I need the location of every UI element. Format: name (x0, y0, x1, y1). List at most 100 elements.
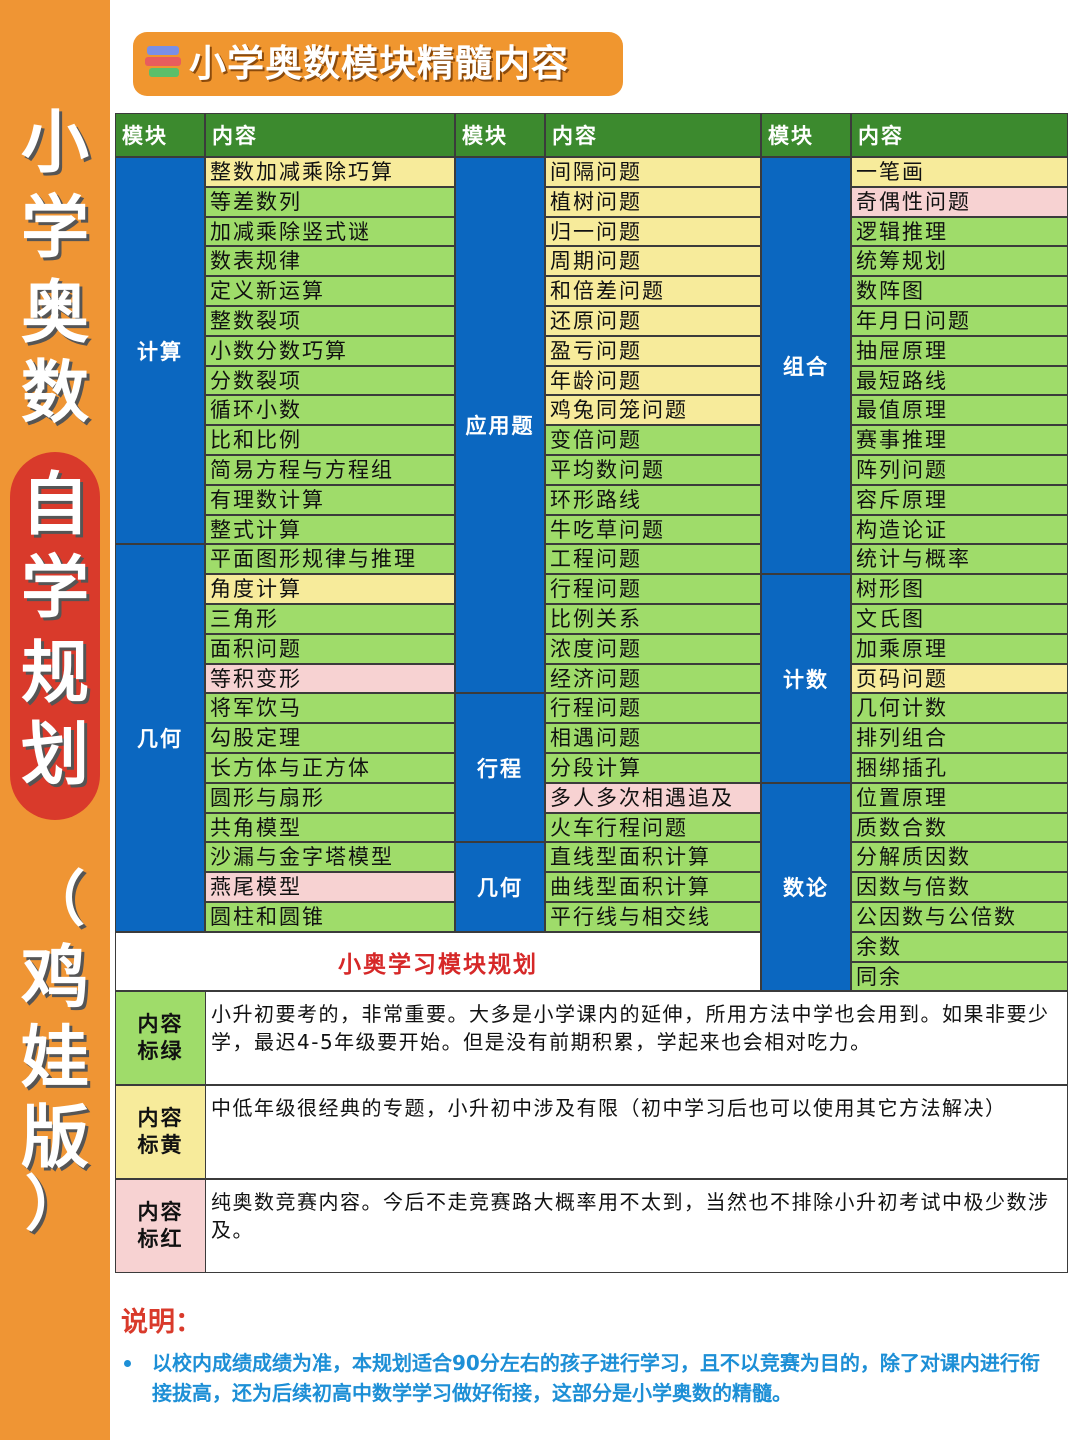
topic-cell: 构造论证 (851, 515, 1068, 544)
topic-cell: 公因数与公倍数 (851, 902, 1068, 932)
topic-cell: 小数分数巧算 (205, 336, 455, 366)
sidebar-char: 自 (20, 466, 89, 545)
legend-label: 内容标绿 (115, 991, 206, 1085)
topic-cell: 最值原理 (851, 395, 1068, 425)
module-cell: 应用题 (455, 157, 545, 693)
topic-cell: 勾股定理 (205, 723, 455, 753)
module-cell: 组合 (761, 157, 851, 574)
topic-cell: 沙漏与金字塔模型 (205, 842, 455, 872)
sidebar-char: 鸡 (20, 939, 89, 1018)
topic-cell: 整数裂项 (205, 306, 455, 336)
topic-cell: 平面图形规律与推理 (205, 544, 455, 574)
topic-cell: 年月日问题 (851, 306, 1068, 336)
module-table: 模块 内容 计算 几何 整数加减乘除巧算 等差数列 加减乘除竖式谜 数表规律 定义新运算 整数裂项… (115, 113, 1068, 1274)
topic-cell: 盈亏问题 (545, 336, 761, 366)
module-cell: 行程 (455, 693, 545, 842)
topic-cell: 余数 (851, 932, 1068, 962)
legend-label-text: 内容标红 (137, 1200, 184, 1251)
books-icon (145, 46, 183, 84)
header-content: 内容 (545, 113, 761, 157)
topic-cell: 定义新运算 (205, 276, 455, 306)
topic-cell: 浓度问题 (545, 634, 761, 664)
bullet-icon (124, 1360, 131, 1367)
topic-cell: 三角形 (205, 604, 455, 634)
module-cell: 几何 (115, 544, 205, 932)
topic-cell: 变倍问题 (545, 425, 761, 455)
note-text: 以校内成绩成绩为准，本规划适合90分左右的孩子进行学习，且不以竞赛为目的，除了对… (152, 1351, 1040, 1405)
title-banner: 小学奥数模块精髓内容 (133, 32, 623, 96)
topic-cell: 圆柱和圆锥 (205, 902, 455, 932)
topic-cell: 工程问题 (545, 544, 761, 574)
header-module: 模块 (455, 113, 545, 157)
topic-cell: 和倍差问题 (545, 276, 761, 306)
sidebar-char: 小 (20, 104, 89, 183)
topic-cell: 文氏图 (851, 604, 1068, 634)
topic-cell: 年龄问题 (545, 366, 761, 395)
module-cell: 几何 (455, 842, 545, 932)
legend-text: 中低年级很经典的专题，小升初中涉及有限（初中学习后也可以使用其它方法解决） (205, 1085, 1068, 1179)
topic-cell: 统计与概率 (851, 544, 1068, 574)
topic-cell: 逻辑推理 (851, 217, 1068, 246)
topic-cell: 平行线与相交线 (545, 902, 761, 932)
topic-cell: 分解质因数 (851, 842, 1068, 872)
topic-cell: 分数裂项 (205, 366, 455, 395)
topic-cell: 鸡兔同笼问题 (545, 395, 761, 425)
topic-cell: 因数与倍数 (851, 872, 1068, 902)
sidebar-char: 版 (20, 1099, 89, 1178)
topic-cell: 一笔画 (851, 157, 1068, 187)
topic-cell: 间隔问题 (545, 157, 761, 187)
topic-cell: 相遇问题 (545, 723, 761, 753)
topic-cell: 环形路线 (545, 485, 761, 515)
legend-text: 纯奥数竞赛内容。今后不走竞赛路大概率用不太到，当然也不排除小升初考试中极少数涉及… (205, 1179, 1068, 1273)
topic-cell: 整式计算 (205, 515, 455, 544)
topic-cell: 加乘原理 (851, 634, 1068, 664)
topic-cell: 质数合数 (851, 813, 1068, 842)
legend-label-text: 内容标黄 (137, 1106, 184, 1157)
sidebar-char: 数 (20, 354, 89, 433)
topic-cell: 牛吃草问题 (545, 515, 761, 544)
topic-cell: 加减乘除竖式谜 (205, 217, 455, 246)
topic-cell: 归一问题 (545, 217, 761, 246)
topic-cell: 还原问题 (545, 306, 761, 336)
topic-cell: 页码问题 (851, 664, 1068, 693)
sidebar-char: 学 (20, 189, 89, 268)
topic-cell: 等差数列 (205, 187, 455, 217)
topic-cell: 赛事推理 (851, 425, 1068, 455)
page-title: 小学奥数模块精髓内容 (189, 42, 569, 85)
sidebar: 小学奥数自学规划（鸡娃版） (0, 0, 110, 1440)
header-content: 内容 (205, 113, 455, 157)
header-module: 模块 (761, 113, 851, 157)
module-cell: 计算 (115, 157, 205, 544)
topic-cell: 阵列问题 (851, 455, 1068, 485)
sidebar-char: 划 (20, 716, 89, 795)
topic-cell: 直线型面积计算 (545, 842, 761, 872)
topic-cell: 数阵图 (851, 276, 1068, 306)
topic-cell: 容斥原理 (851, 485, 1068, 515)
legend-label: 内容标红 (115, 1179, 206, 1273)
sidebar-char: 娃 (20, 1019, 89, 1098)
topic-cell: 位置原理 (851, 783, 1068, 813)
topic-cell: 最短路线 (851, 366, 1068, 395)
topic-cell: 植树问题 (545, 187, 761, 217)
header-content: 内容 (851, 113, 1068, 157)
topic-cell: 比和比例 (205, 425, 455, 455)
sidebar-char: 学 (20, 549, 89, 628)
topic-cell: 统筹规划 (851, 246, 1068, 276)
note-body: 以校内成绩成绩为准，本规划适合90分左右的孩子进行学习，且不以竞赛为目的，除了对… (124, 1348, 1050, 1408)
topic-cell: 火车行程问题 (545, 813, 761, 842)
topic-cell: 平均数问题 (545, 455, 761, 485)
topic-cell: 曲线型面积计算 (545, 872, 761, 902)
legend-label-text: 内容标绿 (137, 1012, 184, 1063)
topic-cell: 奇偶性问题 (851, 187, 1068, 217)
sidebar-char: ） (25, 1170, 85, 1240)
topic-cell: 几何计数 (851, 693, 1068, 723)
topic-cell: 有理数计算 (205, 485, 455, 515)
topic-cell: 将军饮马 (205, 693, 455, 723)
legend-text: 小升初要考的，非常重要。大多是小学课内的延伸，所用方法中学也会用到。如果非要少学… (205, 991, 1068, 1085)
plan-title: 小奥学习模块规划 (115, 932, 761, 991)
topic-cell: 数表规律 (205, 246, 455, 276)
topic-cell: 共角模型 (205, 813, 455, 842)
topic-cell: 长方体与正方体 (205, 753, 455, 783)
topic-cell: 捆绑插孔 (851, 753, 1068, 783)
topic-cell: 多人多次相遇追及 (545, 783, 761, 813)
